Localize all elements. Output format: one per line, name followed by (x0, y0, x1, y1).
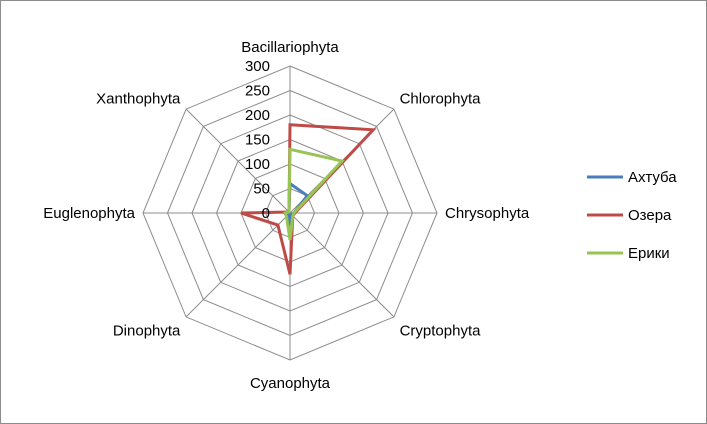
spoke-5 (185, 212, 291, 318)
tick-label-250: 250 (245, 83, 270, 100)
category-label-0: Bacillariophyta (241, 39, 339, 56)
legend-label-1: Озера (628, 207, 672, 224)
tick-label-100: 100 (245, 156, 270, 173)
category-label-6: Euglenophyta (43, 205, 135, 222)
tick-label-50: 50 (253, 181, 270, 198)
series-line-1 (240, 123, 377, 275)
category-label-4: Cyanophyta (250, 375, 331, 392)
category-label-3: Cryptophyta (400, 323, 482, 340)
legend-label-0: Ахтуба (628, 169, 677, 186)
category-label-7: Xanthophyta (96, 90, 181, 107)
series-layer (240, 123, 377, 275)
spoke-3 (289, 212, 395, 318)
tick-label-200: 200 (245, 107, 270, 124)
category-labels: Bacillariophyta Chlorophyta Chrysophyta Cry… (43, 39, 530, 392)
series-line-2 (283, 147, 345, 241)
tick-label-150: 150 (245, 132, 270, 149)
legend: Ахтуба Озера Ерики (587, 169, 677, 262)
spoke-7 (185, 108, 291, 214)
tick-labels: 0 50 100 150 200 250 300 (245, 58, 270, 222)
legend-label-2: Ерики (628, 245, 670, 262)
category-label-2: Chrysophyta (445, 205, 530, 222)
tick-label-0: 0 (262, 205, 270, 222)
tick-label-300: 300 (245, 58, 270, 75)
category-label-1: Chlorophyta (400, 90, 482, 107)
category-label-5: Dinophyta (113, 323, 181, 340)
